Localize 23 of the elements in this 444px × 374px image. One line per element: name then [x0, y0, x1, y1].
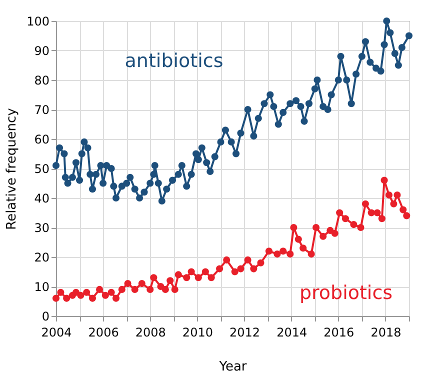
x-tick-label: 2012 [229, 326, 260, 340]
series-label: probiotics [299, 282, 393, 304]
y-tick-label: 80 [34, 74, 50, 88]
x-tick-label: 2004 [41, 326, 72, 340]
y-tick-label: 90 [34, 44, 50, 58]
y-tick-label: 40 [34, 192, 50, 206]
y-tick-label: 20 [34, 250, 50, 264]
y-tick-label: 100 [26, 14, 50, 28]
x-tick-label: 2016 [324, 326, 354, 340]
x-tick-label: 2010 [182, 326, 213, 340]
x-axis-title: Year [218, 360, 248, 374]
y-tick-label: 50 [34, 162, 50, 176]
x-tick-label: 2008 [135, 326, 166, 340]
x-tick-label: 2018 [370, 326, 402, 340]
y-tick-label: 70 [34, 103, 50, 117]
x-tick-label: 2006 [88, 326, 119, 340]
x-tick-label: 2014 [276, 326, 308, 340]
y-tick-label: 60 [34, 132, 50, 146]
y-axis-title: Relative frequency [4, 108, 20, 230]
y-tick-label: 30 [34, 221, 50, 235]
text: antibiotics [124, 50, 224, 72]
y-tick-label: 0 [42, 310, 50, 324]
y-tick-label: 10 [34, 280, 50, 294]
